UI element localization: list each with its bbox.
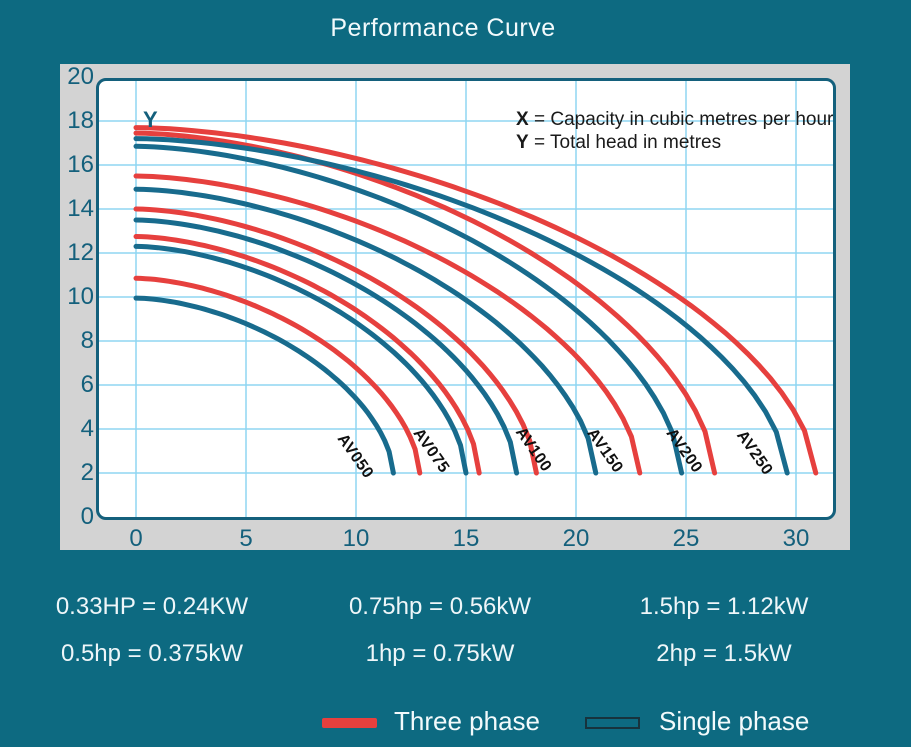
single-phase-curve-AV200 <box>133 143 685 476</box>
y-tick-label: 16 <box>67 151 94 178</box>
y-tick-label: 2 <box>80 459 94 486</box>
three-phase-curve-AV250 <box>133 125 819 476</box>
conversion-column: 0.33HP = 0.24KW 0.5hp = 0.375kW <box>22 594 282 688</box>
plot-svg: AV050 AV075 AV100 AV150 AV200 AV250 <box>99 81 833 517</box>
single-phase-curve-AV150 <box>133 186 599 476</box>
y-axis-letter: Y <box>143 107 158 132</box>
three-phase-label: Three phase <box>394 706 540 736</box>
page-title: Performance Curve <box>330 14 556 42</box>
three-phase-curve-AV150 <box>133 173 643 476</box>
axis-note: X = Capacity in cubic metres per hour Y … <box>516 108 833 154</box>
x-tick-label: 0 <box>129 525 143 552</box>
single-phase-label: Single phase <box>659 706 810 736</box>
y-tick-label: 14 <box>67 195 94 222</box>
x-tick-label: 20 <box>562 525 590 552</box>
single-phase-swatch <box>585 717 640 729</box>
axis-note-x-text: = Capacity in cubic metres per hour <box>533 109 834 130</box>
y-tick-label: 20 <box>67 63 94 90</box>
three-phase-curve-AV100 <box>133 206 539 476</box>
x-tick-label: 5 <box>239 525 253 552</box>
conversion-table: 0.33HP = 0.24KW 0.5hp = 0.375kW 0.75hp =… <box>0 594 911 684</box>
single-phase-curve-AV100 <box>133 217 520 476</box>
x-tick-label: 10 <box>342 525 370 552</box>
conversion-value: 2hp = 1.5kW <box>656 640 792 667</box>
conversion-value: 0.5hp = 0.375kW <box>60 640 244 667</box>
conversion-column: 0.75hp = 0.56kW 1hp = 0.75kW <box>310 594 570 688</box>
three-phase-curve-AV075 <box>133 234 482 476</box>
conversion-value: 0.75hp = 0.56kW <box>348 593 532 620</box>
x-tick-label: 30 <box>782 525 810 552</box>
conversion-value: 1hp = 0.75kW <box>365 640 515 667</box>
chart-panel: AV050 AV075 AV100 AV150 AV200 AV250 X = Capac… <box>60 63 850 552</box>
x-tick-label: 15 <box>452 525 480 552</box>
three-phase-curve-AV050 <box>133 275 423 476</box>
three-phase-curve-AV200 <box>133 130 718 476</box>
single-phase-curve-AV050 <box>133 295 396 476</box>
single-phase-curve-AV075 <box>133 243 469 476</box>
curve-label-AV250: AV250 <box>733 428 776 479</box>
axis-note-y-symbol: Y <box>516 132 529 153</box>
y-tick-label: 10 <box>67 283 94 310</box>
axis-note-y: Y = Total head in metres <box>516 131 833 154</box>
y-tick-label: 18 <box>67 107 94 134</box>
y-tick-label: 4 <box>80 415 94 442</box>
axis-note-x-symbol: X <box>516 109 529 130</box>
three-phase-swatch <box>322 718 377 728</box>
curve-label-AV200: AV200 <box>663 425 706 476</box>
legend: Three phase Single phase <box>0 700 911 747</box>
single-phase-curve-AV250 <box>133 136 790 476</box>
x-tick-label: 25 <box>672 525 700 552</box>
axis-note-y-text: = Total head in metres <box>533 132 722 153</box>
y-tick-label: 6 <box>80 371 94 398</box>
y-tick-label: 12 <box>67 239 94 266</box>
axis-note-x: X = Capacity in cubic metres per hour <box>516 108 833 131</box>
conversion-column: 1.5hp = 1.12kW 2hp = 1.5kW <box>594 594 854 688</box>
curve-label-AV050: AV050 <box>334 431 377 482</box>
conversion-value: 1.5hp = 1.12kW <box>639 593 809 620</box>
plot-area: AV050 AV075 AV100 AV150 AV200 AV250 X = Capac… <box>96 78 836 520</box>
y-tick-label: 0 <box>80 503 94 530</box>
y-tick-label: 8 <box>80 327 94 354</box>
conversion-value: 0.33HP = 0.24KW <box>55 593 249 620</box>
